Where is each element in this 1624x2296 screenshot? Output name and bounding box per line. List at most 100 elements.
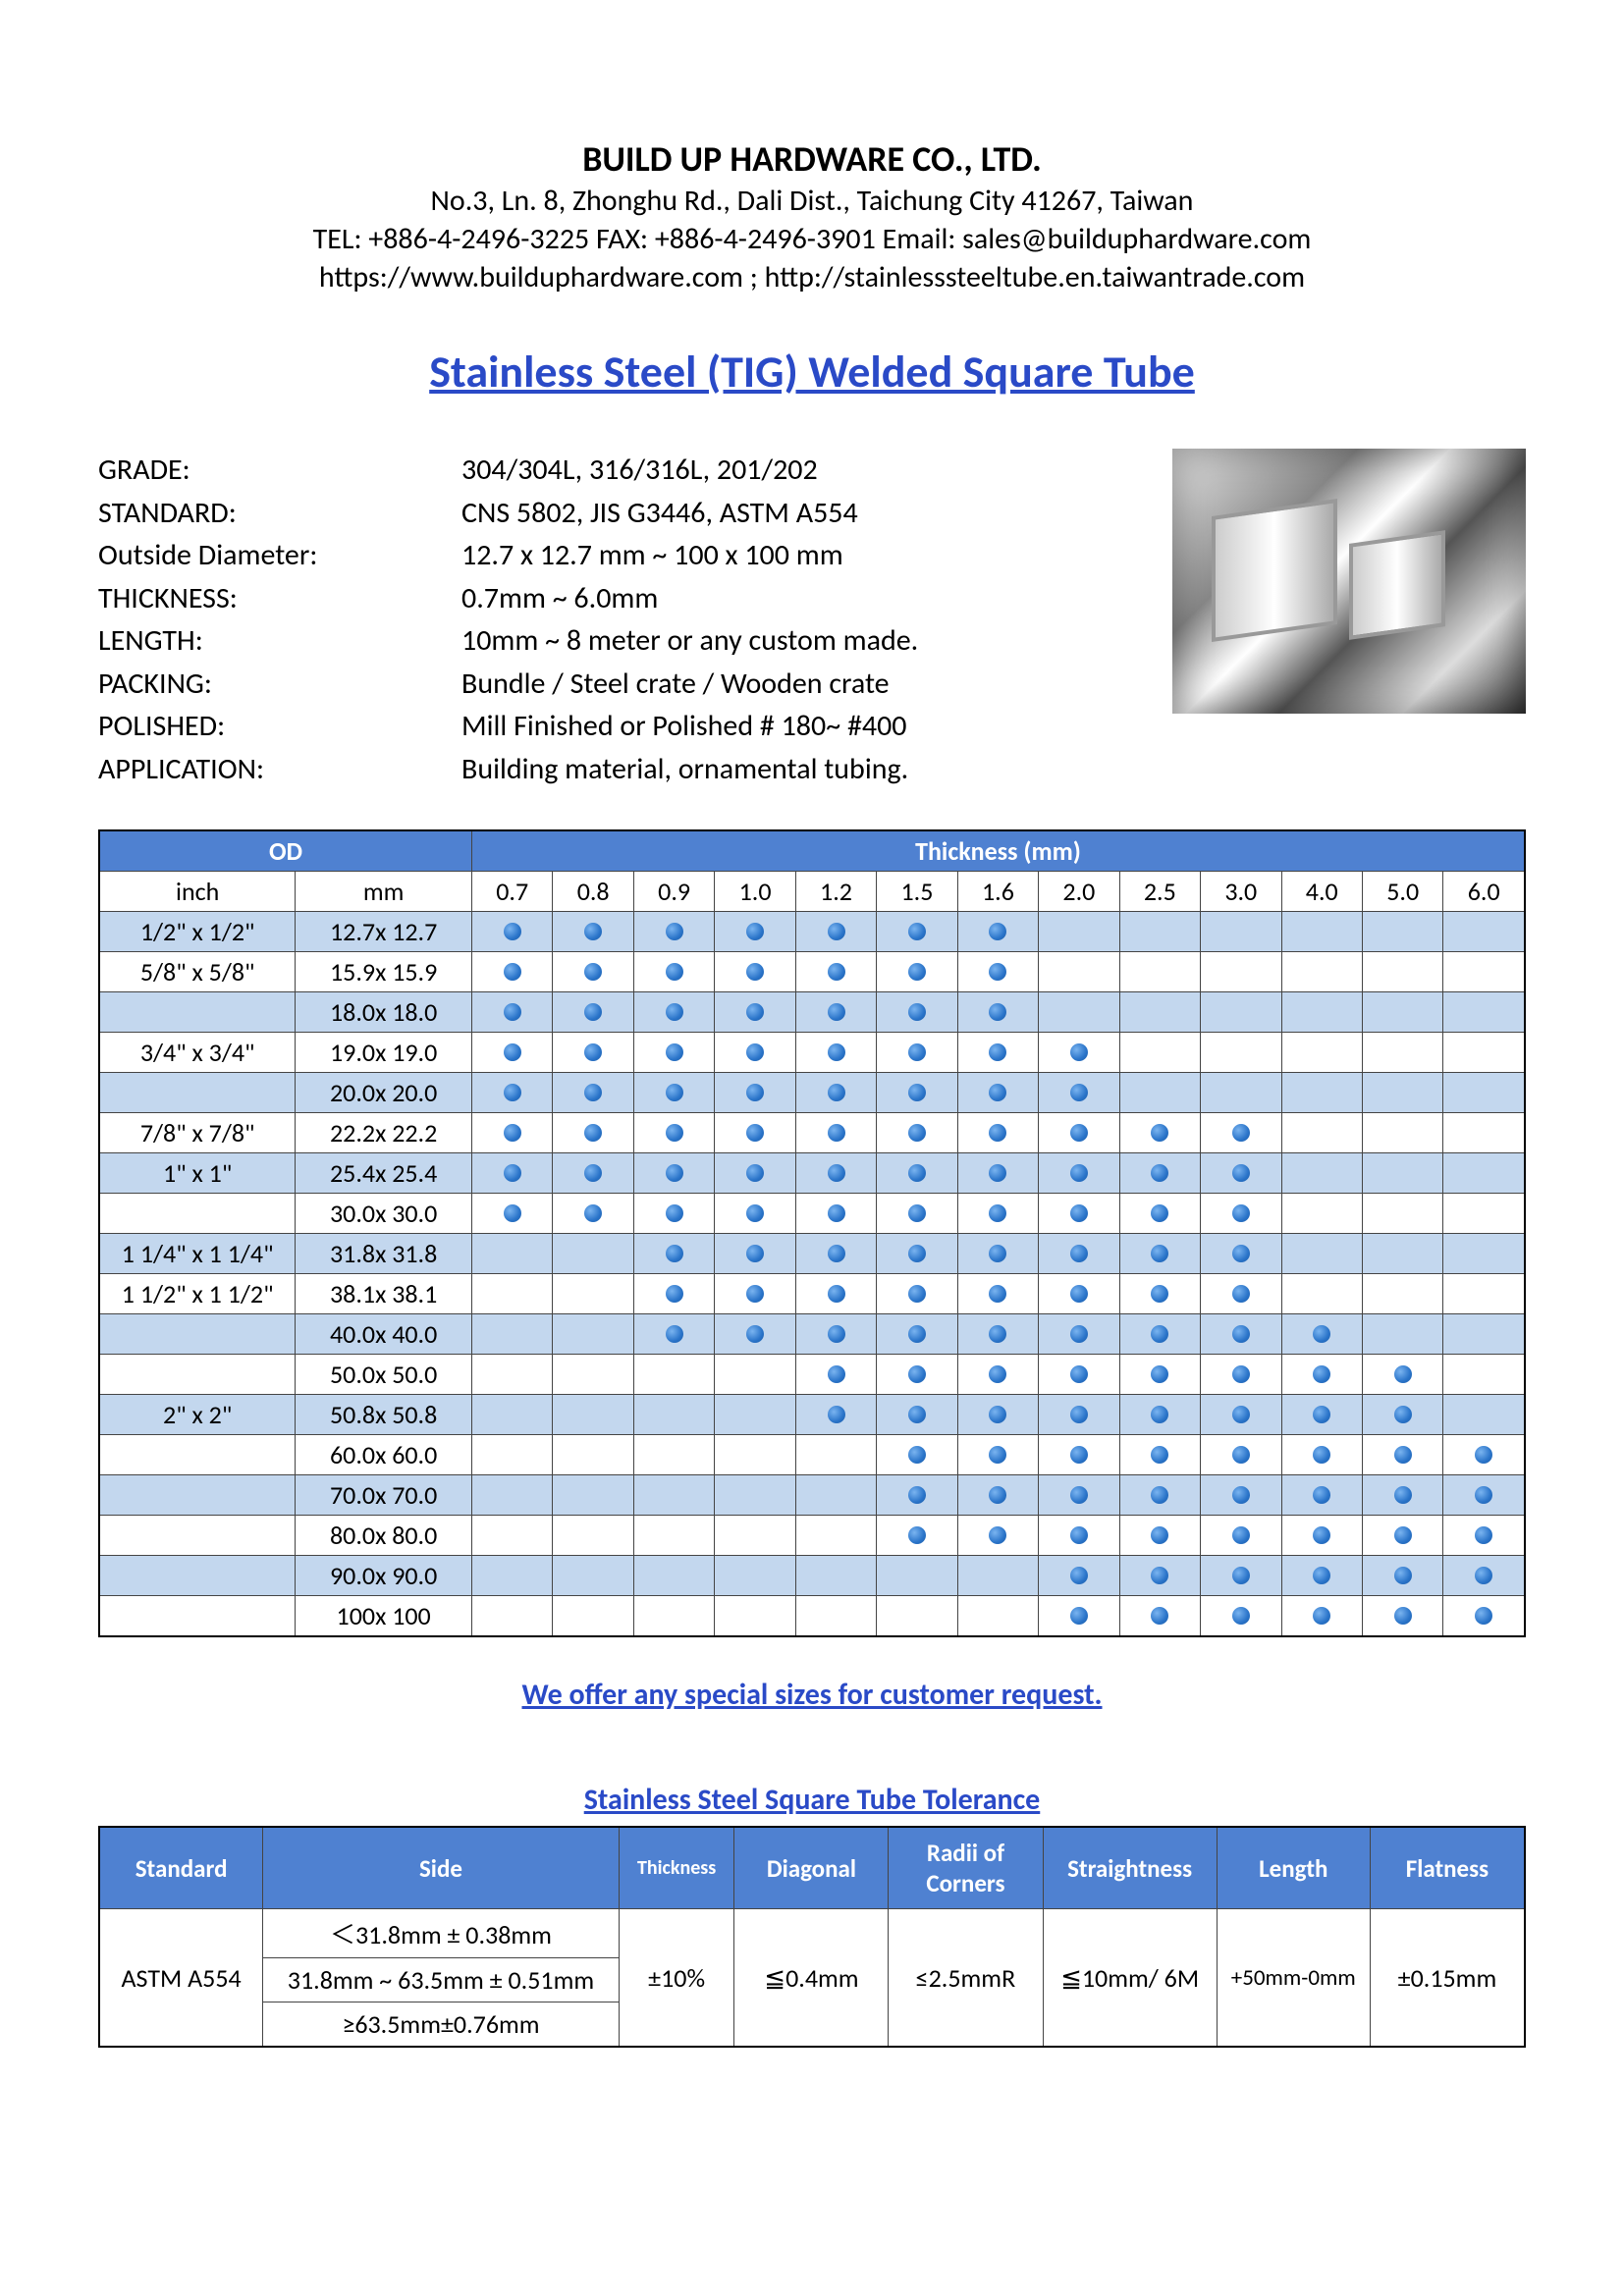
availability-cell: [1201, 1516, 1281, 1556]
thickness-col: 0.7: [471, 872, 552, 912]
tol-header: Straightness: [1043, 1827, 1217, 1909]
dot-icon: [584, 1003, 602, 1021]
spec-value: Building material, ornamental tubing.: [461, 748, 1143, 791]
tol-header: Flatness: [1370, 1827, 1525, 1909]
tol-standard: ASTM A554: [99, 1909, 263, 2048]
cell-inch: 1 1/2" x 1 1/2": [99, 1274, 296, 1314]
dot-icon: [908, 1365, 926, 1383]
availability-cell: [715, 1234, 795, 1274]
availability-cell: [1039, 1516, 1119, 1556]
dot-icon: [989, 1043, 1006, 1061]
availability-cell: [1039, 992, 1119, 1033]
dot-icon: [908, 1446, 926, 1464]
availability-cell: [1281, 912, 1362, 952]
thickness-col: 0.9: [633, 872, 714, 912]
spec-label: PACKING:: [98, 663, 461, 706]
availability-cell: [1443, 992, 1525, 1033]
dot-icon: [746, 1003, 764, 1021]
availability-cell: [1119, 1194, 1200, 1234]
dot-icon: [1151, 1164, 1168, 1182]
availability-cell: [471, 1234, 552, 1274]
dot-icon: [908, 1204, 926, 1222]
dot-icon: [504, 1164, 521, 1182]
availability-cell: [795, 1194, 876, 1234]
cell-mm: 15.9x 15.9: [296, 952, 472, 992]
availability-cell: [877, 1355, 957, 1395]
availability-cell: [1362, 1113, 1442, 1153]
dot-icon: [908, 1486, 926, 1504]
availability-cell: [877, 1274, 957, 1314]
spec-value: 10mm ~ 8 meter or any custom made.: [461, 619, 1143, 663]
availability-cell: [553, 1033, 633, 1073]
availability-cell: [1281, 1234, 1362, 1274]
availability-cell: [1201, 1596, 1281, 1637]
dot-icon: [504, 1003, 521, 1021]
thickness-col: 4.0: [1281, 872, 1362, 912]
availability-cell: [795, 992, 876, 1033]
dot-icon: [828, 923, 845, 940]
tol-radii: ≤2.5mmR: [889, 1909, 1043, 2048]
availability-cell: [715, 1556, 795, 1596]
dot-icon: [828, 1003, 845, 1021]
availability-cell: [1443, 912, 1525, 952]
availability-cell: [633, 1073, 714, 1113]
availability-cell: [1119, 1113, 1200, 1153]
availability-cell: [471, 992, 552, 1033]
availability-cell: [1119, 1596, 1200, 1637]
availability-cell: [877, 1153, 957, 1194]
dot-icon: [989, 1084, 1006, 1101]
availability-cell: [1281, 1516, 1362, 1556]
dot-icon: [828, 1084, 845, 1101]
spec-value: Bundle / Steel crate / Wooden crate: [461, 663, 1143, 706]
availability-cell: [1281, 1596, 1362, 1637]
thickness-col: 1.0: [715, 872, 795, 912]
dot-icon: [1232, 1325, 1250, 1343]
dot-icon: [746, 1084, 764, 1101]
dot-icon: [1475, 1607, 1492, 1625]
dot-icon: [989, 1003, 1006, 1021]
dot-icon: [1232, 1567, 1250, 1584]
dot-icon: [1313, 1446, 1330, 1464]
tol-diagonal: ≦0.4mm: [734, 1909, 889, 2048]
company-address: No.3, Ln. 8, Zhonghu Rd., Dali Dist., Ta…: [98, 183, 1526, 219]
dot-icon: [1070, 1164, 1088, 1182]
availability-cell: [1201, 1355, 1281, 1395]
tolerance-table: StandardSideThicknessDiagonalRadii of Co…: [98, 1826, 1526, 2048]
availability-cell: [1281, 1435, 1362, 1475]
cell-inch: [99, 1556, 296, 1596]
dot-icon: [1151, 1406, 1168, 1423]
cell-mm: 25.4x 25.4: [296, 1153, 472, 1194]
dot-icon: [1232, 1406, 1250, 1423]
availability-cell: [1119, 1475, 1200, 1516]
availability-cell: [633, 1274, 714, 1314]
availability-cell: [1443, 952, 1525, 992]
dot-icon: [908, 1526, 926, 1544]
availability-cell: [877, 952, 957, 992]
availability-cell: [1039, 1596, 1119, 1637]
availability-cell: [795, 1596, 876, 1637]
availability-cell: [715, 1194, 795, 1234]
availability-cell: [1201, 912, 1281, 952]
availability-cell: [553, 1556, 633, 1596]
availability-cell: [1362, 1355, 1442, 1395]
spec-label: Outside Diameter:: [98, 534, 461, 577]
dot-icon: [584, 1084, 602, 1101]
dot-icon: [1151, 1325, 1168, 1343]
dot-icon: [1070, 1285, 1088, 1303]
dot-icon: [584, 963, 602, 981]
availability-cell: [1443, 1596, 1525, 1637]
tol-side: ＜31.8mm ± 0.38mm: [263, 1909, 620, 1958]
cell-inch: [99, 1073, 296, 1113]
thickness-col: 3.0: [1201, 872, 1281, 912]
availability-cell: [633, 1033, 714, 1073]
thickness-col: 1.5: [877, 872, 957, 912]
cell-inch: [99, 1194, 296, 1234]
availability-cell: [1443, 1033, 1525, 1073]
availability-cell: [1119, 1073, 1200, 1113]
availability-cell: [471, 1314, 552, 1355]
dot-icon: [666, 1003, 683, 1021]
dot-icon: [1070, 1365, 1088, 1383]
dot-icon: [828, 1164, 845, 1182]
availability-cell: [715, 912, 795, 952]
availability-cell: [957, 1355, 1038, 1395]
